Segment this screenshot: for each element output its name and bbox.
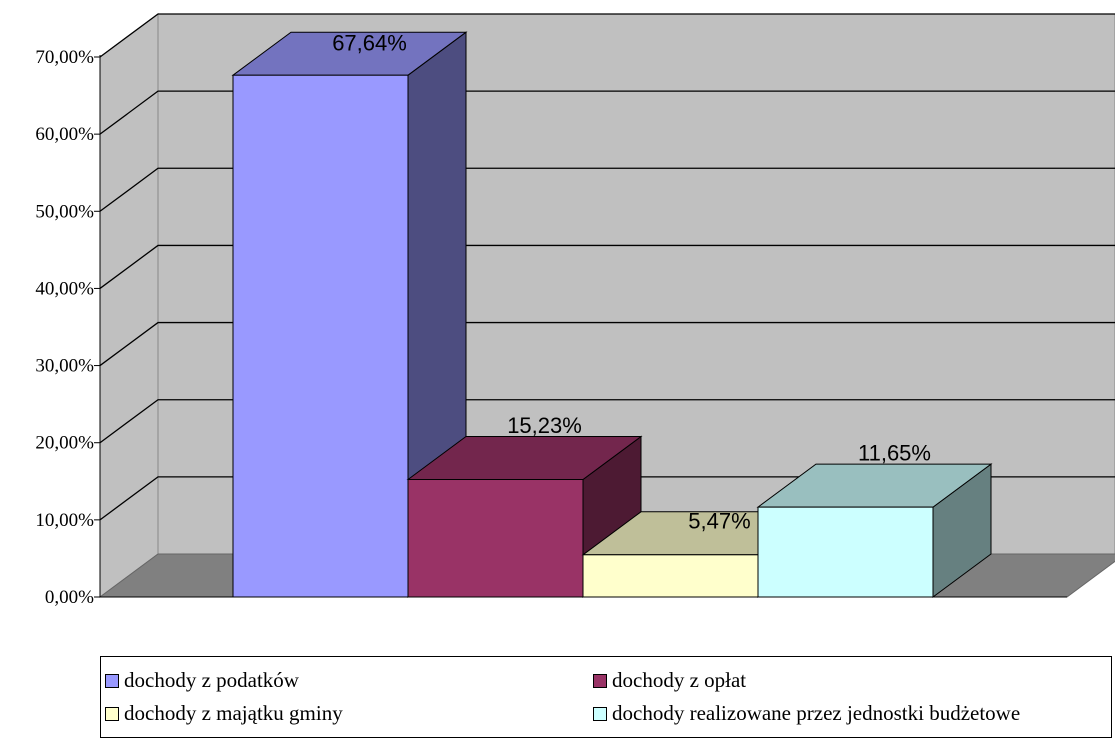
data-labels: 67,64% 15,23% 5,47% 11,65% (332, 31, 931, 534)
y-tick-label: 10,00% (35, 510, 94, 531)
legend-swatch (105, 706, 119, 721)
bar (406, 435, 643, 598)
chart-canvas: 0,00% 10,00% 20,00% 30,00% 40,00% 50,00% 60,00… (35, 13, 1115, 608)
legend-swatch (593, 706, 607, 721)
legend-label: dochody realizowane przez jednostki budż… (612, 701, 1021, 725)
gridline (99, 167, 1115, 212)
legend-label: dochody z majątku gminy (124, 701, 343, 725)
data-label: 67,64% (332, 31, 407, 56)
legend-swatch (105, 673, 119, 688)
gridline (99, 90, 1115, 135)
y-tick-label: 30,00% (35, 356, 94, 377)
y-tick-label: 60,00% (35, 124, 94, 145)
legend: dochody z podatków dochody z opłat docho… (100, 656, 1112, 738)
bar (756, 463, 993, 598)
legend-item-jednostki: dochody realizowane przez jednostki budż… (593, 701, 1020, 726)
gridline (99, 244, 1115, 289)
data-label: 11,65% (858, 441, 931, 466)
gridline (99, 476, 1115, 521)
y-axis: 0,00% 10,00% 20,00% 30,00% 40,00% 50,00% 60,00… (35, 47, 1067, 608)
legend-item-podatki: dochody z podatków (105, 668, 299, 693)
legend-item-oplaty: dochody z opłat (593, 668, 746, 693)
bar-front (407, 479, 584, 598)
y-tick-label: 20,00% (35, 433, 94, 454)
legend-label: dochody z opłat (612, 668, 747, 692)
gridline (99, 13, 1115, 58)
gridline (99, 399, 1115, 444)
legend-item-majatek: dochody z majątku gminy (105, 701, 343, 726)
data-label: 15,23% (507, 413, 582, 438)
gridline (99, 321, 1115, 367)
side-wall (99, 13, 159, 598)
y-tick-label: 0,00% (45, 587, 94, 608)
bar-front (582, 554, 759, 598)
gridlines (99, 13, 1115, 521)
legend-label: dochody z podatków (124, 668, 299, 692)
bar-front (757, 506, 934, 598)
legend-swatch (593, 673, 607, 688)
y-tick-label: 40,00% (35, 278, 94, 299)
y-tick-label: 70,00% (35, 47, 94, 68)
bars (231, 31, 993, 598)
y-tick-label: 50,00% (35, 201, 94, 222)
data-label: 5,47% (688, 508, 750, 533)
bar-front (232, 74, 409, 598)
